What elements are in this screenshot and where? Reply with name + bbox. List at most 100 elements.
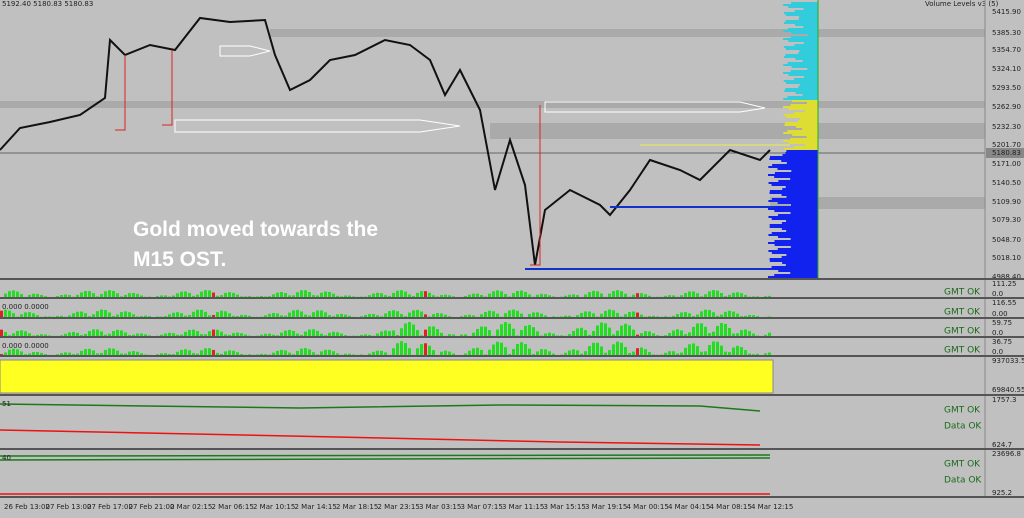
volume-profile-bar (781, 194, 818, 196)
volume-bar (448, 295, 451, 297)
volume-bar (684, 312, 687, 317)
volume-bar (500, 291, 503, 297)
panel-scale-label: 925.2 (992, 489, 1012, 497)
panel-scale-label: 36.75 (992, 338, 1012, 346)
volume-bar (752, 315, 755, 317)
volume-profile-bar (786, 116, 818, 118)
volume-bar (520, 290, 523, 297)
volume-bar (424, 329, 427, 336)
volume-bar (180, 349, 183, 355)
volume-bar (116, 314, 119, 317)
volume-profile-bar (768, 250, 818, 252)
volume-bar (208, 290, 211, 297)
volume-bar (164, 333, 167, 336)
volume-bar (424, 314, 427, 317)
volume-bar (300, 290, 303, 297)
volume-profile-bar (788, 142, 818, 144)
panel-scale-label: 116.55 (992, 299, 1017, 307)
volume-bar (20, 314, 23, 317)
volume-bar (440, 294, 443, 297)
panel-left-label: 0.000 0.0000 (2, 303, 49, 311)
volume-profile-bar (769, 258, 818, 260)
volume-profile-bar (785, 14, 818, 16)
volume-bar (656, 316, 659, 317)
volume-bar (232, 350, 235, 355)
volume-bar (452, 296, 455, 297)
volume-bar (744, 315, 747, 317)
volume-bar (140, 295, 143, 297)
volume-bar (672, 351, 675, 355)
volume-profile-bar (790, 246, 818, 248)
volume-bar (740, 347, 743, 355)
volume-profile-bar (768, 200, 818, 202)
volume-profile-bar (794, 44, 818, 46)
volume-profile-bar (783, 64, 818, 66)
volume-bar (440, 313, 443, 317)
time-label: 3 Mar 19:15 (585, 503, 627, 511)
volume-bar (272, 313, 275, 317)
volume-bar (468, 294, 471, 297)
volume-bar (324, 312, 327, 317)
volume-bar (756, 353, 759, 355)
volume-bar (12, 313, 15, 317)
volume-profile-bar (771, 184, 818, 186)
volume-bar (404, 343, 407, 355)
panel-scale-label: 1757.3 (992, 396, 1017, 404)
volume-profile-bar (788, 40, 818, 42)
volume-bar (80, 335, 83, 336)
volume-bar (768, 295, 771, 297)
volume-bar (372, 293, 375, 297)
volume-bar (724, 351, 727, 355)
volume-bar (32, 293, 35, 297)
price-label: 5262.90 (992, 103, 1021, 111)
volume-bar (584, 351, 587, 355)
volume-bar (568, 350, 571, 355)
volume-profile-bar (795, 92, 818, 94)
volume-bar (60, 335, 63, 336)
volume-bar (396, 335, 399, 336)
volume-bar (188, 350, 191, 355)
volume-bar (716, 290, 719, 297)
volume-bar (688, 291, 691, 297)
volume-bar (680, 295, 683, 297)
volume-bar (308, 349, 311, 355)
volume-bar (164, 295, 167, 297)
volume-profile-bar (807, 68, 818, 70)
volume-bar (620, 291, 623, 297)
volume-bar (4, 352, 7, 355)
volume-profile-bar (785, 82, 818, 84)
volume-bar (504, 347, 507, 355)
volume-profile-bar (803, 42, 818, 44)
volume-bar (548, 332, 551, 336)
volume-bar (720, 293, 723, 297)
volume-bar (532, 327, 535, 336)
volume-bar (148, 335, 151, 336)
volume-bar (120, 312, 123, 317)
volume-bar (212, 329, 215, 336)
volume-bar (440, 332, 443, 336)
volume-bar (84, 349, 87, 355)
volume-bar (392, 348, 395, 355)
volume-bar (272, 352, 275, 355)
volume-bar (88, 316, 91, 317)
volume-bar (348, 295, 351, 297)
volume-bar (160, 334, 163, 336)
volume-bar (408, 322, 411, 336)
volume-bar (172, 354, 175, 355)
volume-bar (212, 292, 215, 297)
volume-bar (416, 330, 419, 336)
volume-bar (632, 329, 635, 336)
volume-bar (400, 328, 403, 336)
volume-bar (0, 310, 3, 317)
volume-bar (700, 296, 703, 297)
volume-bar (256, 354, 259, 355)
volume-bar (176, 312, 179, 317)
volume-bar (300, 334, 303, 336)
volume-profile-bar (807, 34, 818, 36)
volume-bar (664, 335, 667, 336)
volume-bar (436, 329, 439, 336)
volume-profile-bar (785, 20, 818, 22)
volume-profile-bar (787, 28, 818, 30)
volume-bar (468, 350, 471, 355)
volume-bar (576, 328, 579, 336)
